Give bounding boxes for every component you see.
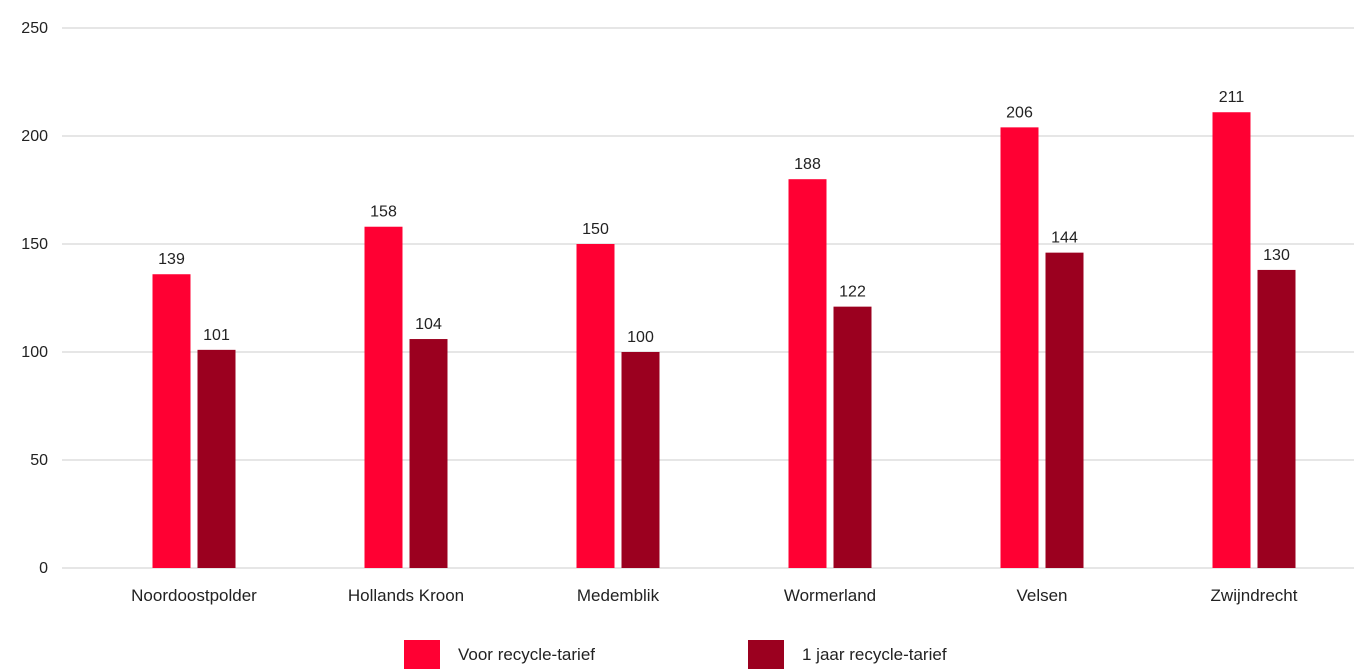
- chart-canvas: 0 50 100 150 200 250 139 101 Noordoostpolder 158 1…: [21, 20, 1354, 605]
- legend-swatch-series-1: [404, 640, 440, 669]
- x-tick-label: Velsen: [1016, 586, 1067, 605]
- legend-item-series-2: 1 jaar recycle-tarief: [748, 640, 947, 669]
- bar-series-2: [1045, 252, 1084, 568]
- y-tick-label: 100: [21, 344, 48, 361]
- legend-swatch-series-2: [748, 640, 784, 669]
- bar-series-1: [1212, 112, 1251, 569]
- bar-series-2: [197, 349, 236, 568]
- y-tick-label: 0: [39, 560, 48, 577]
- bar-series-1: [364, 226, 403, 568]
- bar-series-2: [833, 306, 872, 568]
- bar-series-1: [576, 244, 615, 568]
- y-tick-label: 50: [30, 452, 48, 469]
- data-label: 206: [1006, 104, 1033, 121]
- data-label: 158: [370, 204, 397, 221]
- data-label: 122: [839, 284, 866, 301]
- x-tick-label: Zwijndrecht: [1211, 586, 1298, 605]
- x-tick-label: Hollands Kroon: [348, 586, 464, 605]
- bar-series-1: [788, 179, 827, 568]
- bar-series-1: [1000, 127, 1039, 569]
- legend: Voor recycle-tarief 1 jaar recycle-tarie…: [0, 640, 1354, 670]
- x-tick-label: Noordoostpolder: [131, 586, 257, 605]
- data-label: 211: [1219, 89, 1245, 106]
- bar-series-2: [1257, 269, 1296, 568]
- y-tick-label: 150: [21, 236, 48, 253]
- y-tick-label: 200: [21, 128, 48, 145]
- data-label: 150: [582, 221, 609, 238]
- data-label: 130: [1263, 247, 1290, 264]
- data-label: 139: [158, 251, 185, 268]
- data-label: 101: [203, 327, 230, 344]
- x-tick-label: Wormerland: [784, 586, 876, 605]
- data-label: 100: [627, 329, 654, 346]
- bar-series-2: [409, 339, 448, 568]
- data-label: 188: [794, 156, 821, 173]
- bar-series-1: [152, 274, 191, 568]
- legend-item-series-1: Voor recycle-tarief: [404, 640, 595, 669]
- data-label: 104: [415, 316, 442, 333]
- x-tick-label: Medemblik: [577, 586, 660, 605]
- legend-label-series-1: Voor recycle-tarief: [458, 644, 595, 664]
- data-label: 144: [1051, 230, 1078, 247]
- y-tick-label: 250: [21, 20, 48, 37]
- bar-series-2: [621, 352, 660, 568]
- legend-label-series-2: 1 jaar recycle-tarief: [802, 644, 947, 664]
